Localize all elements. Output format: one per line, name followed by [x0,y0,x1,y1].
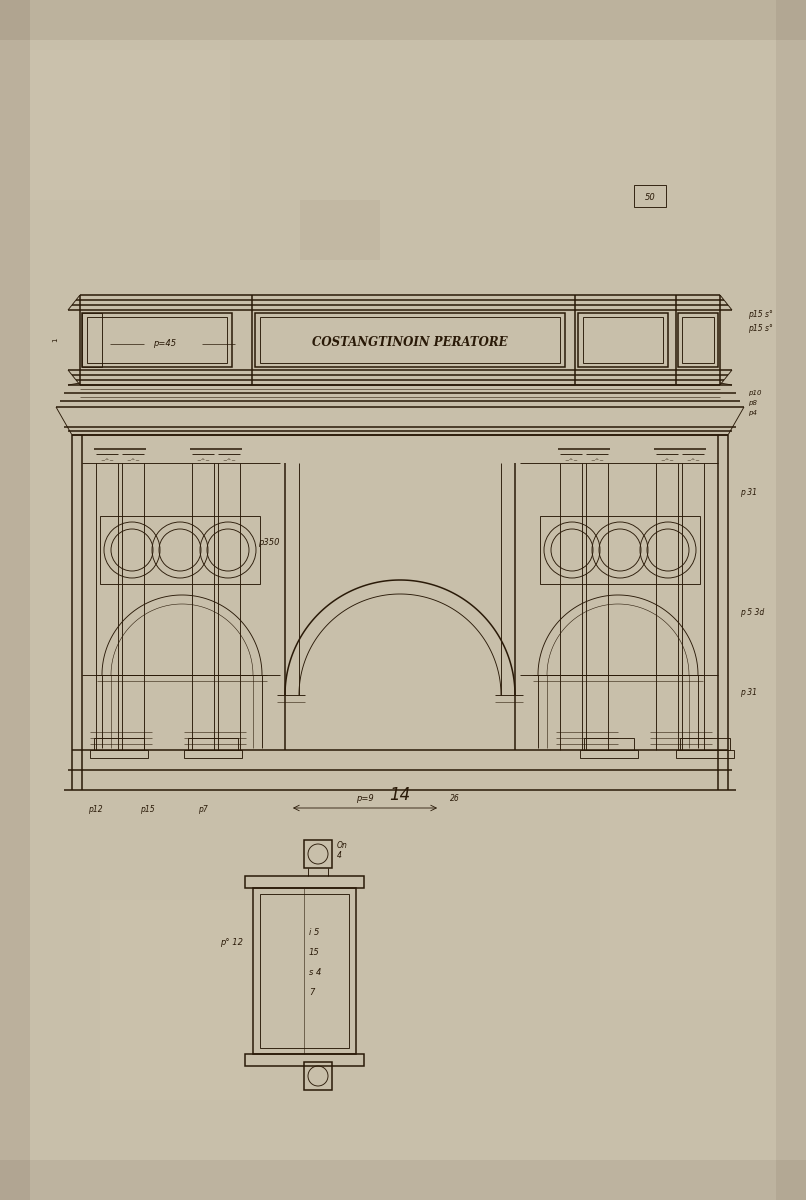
Bar [500,100,700,200]
Text: p=9: p=9 [356,794,374,803]
Bar [94,738,144,750]
Bar [580,750,638,758]
Text: p350: p350 [258,538,280,547]
Text: 15: 15 [309,948,320,958]
Bar [678,313,718,367]
Text: ~^~: ~^~ [590,458,604,463]
Bar [676,750,734,758]
Bar [584,738,634,750]
Bar [578,313,668,367]
Bar [200,400,300,500]
Text: 1: 1 [52,337,58,342]
Text: ~^~: ~^~ [222,458,236,463]
Bar [682,317,714,362]
Text: On: On [337,841,348,850]
Text: 4: 4 [337,851,342,860]
Bar [82,313,102,367]
Text: p4: p4 [748,410,757,416]
Bar [245,876,364,888]
Text: ~^~: ~^~ [660,458,674,463]
Bar [0,0,806,40]
Bar [0,1160,806,1200]
Bar [30,50,230,200]
Bar [100,516,260,584]
Text: ~^~: ~^~ [686,458,700,463]
Bar [776,0,806,1200]
Text: p15: p15 [140,805,155,814]
Text: 50: 50 [645,192,655,202]
Text: p15 s°: p15 s° [748,324,773,332]
Bar [600,800,780,1000]
Text: ~^~: ~^~ [126,458,140,463]
Bar [260,894,349,1048]
Text: p7: p7 [198,805,208,814]
Bar [583,317,663,362]
Text: p° 12: p° 12 [220,938,243,947]
Bar [184,750,242,758]
Bar [300,200,380,260]
Bar [0,0,30,1200]
Bar [304,1062,332,1090]
Bar [260,317,560,362]
Bar [255,313,565,367]
Bar [680,738,730,750]
Text: 7: 7 [309,988,314,997]
Bar [100,900,250,1100]
Text: s 4: s 4 [309,968,322,977]
Bar [253,888,356,1054]
Text: p 5 3d: p 5 3d [740,608,764,617]
Bar [634,185,666,206]
Text: p10: p10 [748,390,762,396]
Text: i 5: i 5 [309,928,319,937]
Text: p8: p8 [748,400,757,406]
Text: ~^~: ~^~ [564,458,578,463]
Bar [82,313,232,367]
Text: ~^~: ~^~ [196,458,210,463]
Text: p12: p12 [88,805,102,814]
Text: 14: 14 [389,786,410,804]
Bar [540,516,700,584]
Text: p15 s°: p15 s° [748,310,773,319]
Text: p 31: p 31 [740,488,757,497]
Bar [245,1054,364,1066]
Bar [90,750,148,758]
Bar [304,840,332,868]
Text: COSTANGTINOIN PERATORE: COSTANGTINOIN PERATORE [312,336,508,348]
Bar [87,317,227,362]
Text: p=45: p=45 [153,340,177,348]
Text: 26: 26 [450,794,459,803]
Text: ~^~: ~^~ [100,458,114,463]
Text: p 31: p 31 [740,688,757,697]
Bar [188,738,238,750]
